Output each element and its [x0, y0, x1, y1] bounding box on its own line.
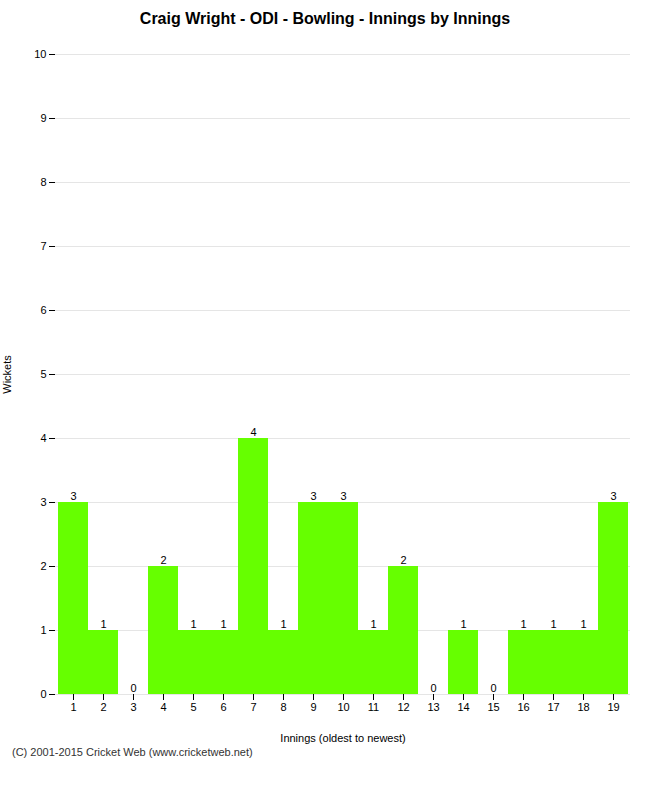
svg-text:1: 1	[40, 624, 46, 636]
svg-text:1: 1	[190, 618, 196, 630]
svg-text:8: 8	[40, 176, 46, 188]
svg-text:1: 1	[550, 618, 556, 630]
svg-text:16: 16	[517, 701, 529, 713]
svg-text:1: 1	[370, 618, 376, 630]
svg-text:6: 6	[220, 701, 226, 713]
svg-text:5: 5	[40, 368, 46, 380]
svg-text:10: 10	[337, 701, 349, 713]
svg-text:1: 1	[520, 618, 526, 630]
svg-text:0: 0	[40, 688, 46, 700]
svg-text:Innings (oldest to newest): Innings (oldest to newest)	[280, 732, 405, 744]
svg-text:4: 4	[250, 426, 256, 438]
svg-text:9: 9	[310, 701, 316, 713]
svg-text:15: 15	[487, 701, 499, 713]
svg-text:2: 2	[40, 560, 46, 572]
svg-text:3: 3	[70, 490, 76, 502]
svg-text:6: 6	[40, 304, 46, 316]
svg-text:3: 3	[610, 490, 616, 502]
svg-text:3: 3	[310, 490, 316, 502]
svg-text:7: 7	[40, 240, 46, 252]
svg-text:2: 2	[160, 554, 166, 566]
svg-text:9: 9	[40, 112, 46, 124]
svg-text:0: 0	[430, 682, 436, 694]
svg-text:3: 3	[40, 496, 46, 508]
svg-text:7: 7	[250, 701, 256, 713]
svg-text:Wickets: Wickets	[1, 355, 13, 394]
svg-text:1: 1	[220, 618, 226, 630]
svg-text:4: 4	[160, 701, 166, 713]
svg-text:18: 18	[577, 701, 589, 713]
svg-text:0: 0	[130, 682, 136, 694]
svg-text:1: 1	[100, 618, 106, 630]
svg-text:5: 5	[190, 701, 196, 713]
html-text:(C) 2001-2015 Cricket Web (www: (C) 2001-2015 Cricket Web (www.cricketwe…	[12, 746, 253, 758]
svg-text:10: 10	[34, 48, 46, 60]
svg-text:1: 1	[580, 618, 586, 630]
svg-text:17: 17	[547, 701, 559, 713]
html-text:Craig Wright - ODI - Bowling -: Craig Wright - ODI - Bowling - Innings b…	[139, 10, 511, 27]
svg-text:11: 11	[368, 701, 379, 713]
svg-text:8: 8	[280, 701, 286, 713]
svg-text:13: 13	[427, 701, 439, 713]
svg-text:19: 19	[607, 701, 619, 713]
svg-text:1: 1	[280, 618, 286, 630]
svg-text:2: 2	[100, 701, 106, 713]
svg-text:12: 12	[397, 701, 409, 713]
svg-text:3: 3	[340, 490, 346, 502]
svg-text:1: 1	[460, 618, 466, 630]
svg-text:2: 2	[400, 554, 406, 566]
svg-text:3: 3	[130, 701, 136, 713]
svg-text:0: 0	[490, 682, 496, 694]
svg-text:1: 1	[70, 701, 76, 713]
svg-text:14: 14	[457, 701, 469, 713]
svg-text:4: 4	[40, 432, 46, 444]
